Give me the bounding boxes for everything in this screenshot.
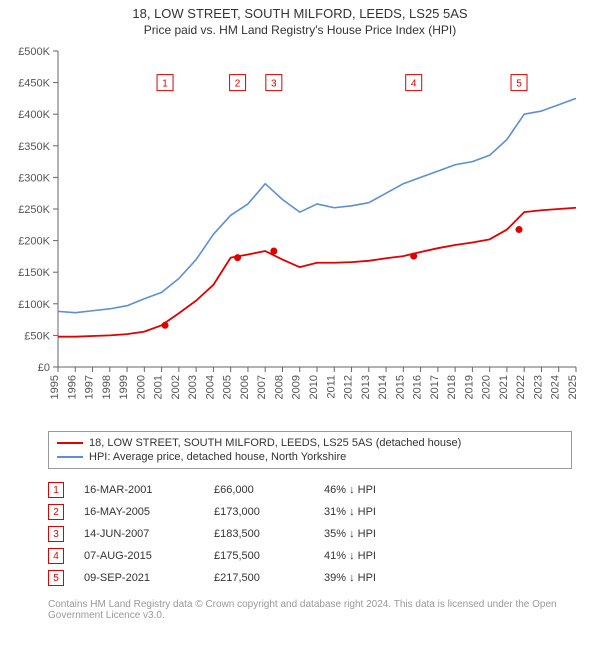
svg-text:1999: 1999 — [118, 375, 130, 399]
transaction-date: 16-MAR-2001 — [84, 484, 194, 496]
svg-text:£150K: £150K — [18, 267, 50, 279]
transaction-row: 4 07-AUG-2015 £175,500 41% ↓ HPI — [48, 545, 572, 567]
svg-text:2003: 2003 — [187, 375, 199, 399]
page-title: 18, LOW STREET, SOUTH MILFORD, LEEDS, LS… — [8, 6, 592, 21]
svg-text:2010: 2010 — [308, 375, 320, 399]
transaction-hpi-delta: 39% ↓ HPI — [324, 572, 434, 584]
svg-text:2008: 2008 — [273, 375, 285, 399]
transaction-marker: 4 — [48, 548, 64, 564]
svg-text:2019: 2019 — [463, 375, 475, 399]
legend-item: 18, LOW STREET, SOUTH MILFORD, LEEDS, LS… — [57, 436, 563, 450]
legend-label: 18, LOW STREET, SOUTH MILFORD, LEEDS, LS… — [89, 437, 461, 449]
svg-text:2000: 2000 — [135, 375, 147, 399]
legend-item: HPI: Average price, detached house, Nort… — [57, 450, 563, 464]
svg-text:1: 1 — [162, 79, 168, 90]
transaction-price: £66,000 — [214, 484, 304, 496]
svg-text:2021: 2021 — [498, 375, 510, 399]
transaction-row: 5 09-SEP-2021 £217,500 39% ↓ HPI — [48, 567, 572, 589]
svg-text:£400K: £400K — [18, 109, 50, 121]
svg-text:£500K: £500K — [18, 46, 50, 58]
svg-text:£350K: £350K — [18, 141, 50, 153]
transaction-row: 3 14-JUN-2007 £183,500 35% ↓ HPI — [48, 523, 572, 545]
svg-text:2001: 2001 — [153, 375, 165, 399]
svg-text:2022: 2022 — [515, 375, 527, 399]
transaction-row: 2 16-MAY-2005 £173,000 31% ↓ HPI — [48, 501, 572, 523]
transaction-marker: 2 — [48, 504, 64, 520]
transaction-date: 07-AUG-2015 — [84, 550, 194, 562]
transaction-marker: 3 — [48, 526, 64, 542]
transaction-hpi-delta: 31% ↓ HPI — [324, 506, 434, 518]
svg-text:4: 4 — [411, 79, 417, 90]
svg-text:£200K: £200K — [18, 236, 50, 248]
legend-swatch — [57, 456, 83, 458]
svg-text:2025: 2025 — [567, 375, 579, 399]
transaction-price: £217,500 — [214, 572, 304, 584]
svg-text:2006: 2006 — [239, 375, 251, 399]
svg-text:2024: 2024 — [550, 375, 562, 399]
svg-text:2012: 2012 — [343, 375, 355, 399]
transactions-table: 1 16-MAR-2001 £66,000 46% ↓ HPI 2 16-MAY-2005… — [48, 479, 572, 589]
svg-text:2007: 2007 — [256, 375, 268, 399]
transaction-hpi-delta: 35% ↓ HPI — [324, 528, 434, 540]
svg-text:2013: 2013 — [360, 375, 372, 399]
svg-text:3: 3 — [271, 79, 277, 90]
transaction-price: £183,500 — [214, 528, 304, 540]
transaction-hpi-delta: 46% ↓ HPI — [324, 484, 434, 496]
svg-text:2014: 2014 — [377, 375, 389, 399]
legend: 18, LOW STREET, SOUTH MILFORD, LEEDS, LS… — [48, 431, 572, 469]
transaction-hpi-delta: 41% ↓ HPI — [324, 550, 434, 562]
transaction-date: 09-SEP-2021 — [84, 572, 194, 584]
page-subtitle: Price paid vs. HM Land Registry's House … — [8, 23, 592, 37]
transaction-price: £175,500 — [214, 550, 304, 562]
svg-text:2020: 2020 — [481, 375, 493, 399]
svg-text:£0: £0 — [38, 362, 50, 374]
svg-text:2016: 2016 — [412, 375, 424, 399]
transaction-price: £173,000 — [214, 506, 304, 518]
svg-text:1997: 1997 — [84, 375, 96, 399]
svg-text:1998: 1998 — [101, 375, 113, 399]
transaction-row: 1 16-MAR-2001 £66,000 46% ↓ HPI — [48, 479, 572, 501]
footer-attribution: Contains HM Land Registry data © Crown c… — [48, 599, 572, 621]
svg-text:2018: 2018 — [446, 375, 458, 399]
svg-text:£450K: £450K — [18, 78, 50, 90]
svg-text:2005: 2005 — [222, 375, 234, 399]
transaction-marker: 1 — [48, 482, 64, 498]
svg-text:£250K: £250K — [18, 204, 50, 216]
transaction-marker: 5 — [48, 570, 64, 586]
svg-text:2004: 2004 — [204, 375, 216, 399]
legend-label: HPI: Average price, detached house, Nort… — [89, 451, 346, 463]
svg-text:2011: 2011 — [325, 375, 337, 399]
legend-swatch — [57, 442, 83, 444]
svg-text:2015: 2015 — [394, 375, 406, 399]
svg-text:2023: 2023 — [532, 375, 544, 399]
svg-text:1996: 1996 — [66, 375, 78, 399]
svg-text:£50K: £50K — [24, 330, 50, 342]
svg-text:£300K: £300K — [18, 172, 50, 184]
transaction-date: 14-JUN-2007 — [84, 528, 194, 540]
svg-text:£100K: £100K — [18, 299, 50, 311]
svg-text:2: 2 — [235, 79, 241, 90]
svg-text:2002: 2002 — [170, 375, 182, 399]
price-chart: £0 £50K £100K £150K £200K £250K £300K £350K £400… — [8, 43, 588, 423]
transaction-date: 16-MAY-2005 — [84, 506, 194, 518]
svg-text:1995: 1995 — [49, 375, 61, 399]
svg-text:2009: 2009 — [291, 375, 303, 399]
svg-text:5: 5 — [516, 79, 522, 90]
svg-text:2017: 2017 — [429, 375, 441, 399]
